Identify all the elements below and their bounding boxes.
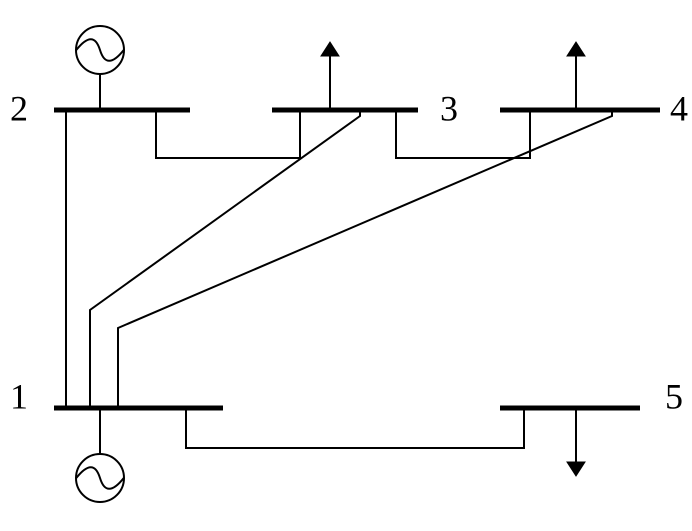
arrow-head-icon <box>567 462 585 476</box>
arrow-head-icon <box>567 42 585 56</box>
generator-bus-1 <box>76 408 124 502</box>
bus-label-5: 5 <box>665 376 683 416</box>
bus-label-1: 1 <box>10 376 28 416</box>
bus-label-2: 2 <box>10 88 28 128</box>
load-arrow-bus-5 <box>567 408 585 476</box>
sine-icon <box>76 39 124 61</box>
bus-label-3: 3 <box>440 88 458 128</box>
load-arrow-bus-3 <box>321 42 339 110</box>
line-1-4 <box>118 110 612 408</box>
bus-label-4: 4 <box>670 88 688 128</box>
line-2-3 <box>156 110 300 158</box>
line-3-4 <box>396 110 530 158</box>
sine-icon <box>76 467 124 489</box>
arrow-head-icon <box>321 42 339 56</box>
line-1-3 <box>90 110 360 408</box>
load-arrow-bus-4 <box>567 42 585 110</box>
line-1-5 <box>186 408 524 448</box>
generator-bus-2 <box>76 26 124 110</box>
